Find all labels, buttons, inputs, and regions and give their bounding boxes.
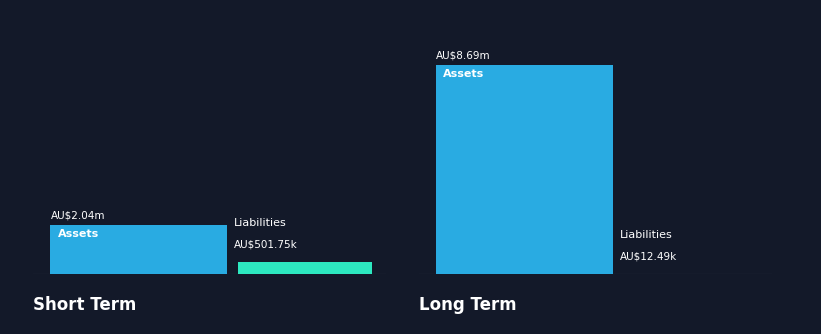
Bar bbox=[437, 65, 612, 274]
Text: Liabilities: Liabilities bbox=[620, 230, 672, 240]
Text: AU$501.75k: AU$501.75k bbox=[234, 239, 298, 249]
Text: Assets: Assets bbox=[443, 69, 484, 79]
Text: AU$2.04m: AU$2.04m bbox=[51, 211, 105, 221]
Text: Assets: Assets bbox=[57, 229, 99, 239]
Text: AU$8.69m: AU$8.69m bbox=[437, 50, 491, 60]
Text: AU$12.49k: AU$12.49k bbox=[620, 251, 677, 261]
Text: Long Term: Long Term bbox=[419, 296, 516, 314]
Text: Liabilities: Liabilities bbox=[234, 218, 287, 228]
Bar bbox=[237, 262, 372, 274]
Bar bbox=[51, 225, 227, 274]
Text: Short Term: Short Term bbox=[33, 296, 136, 314]
